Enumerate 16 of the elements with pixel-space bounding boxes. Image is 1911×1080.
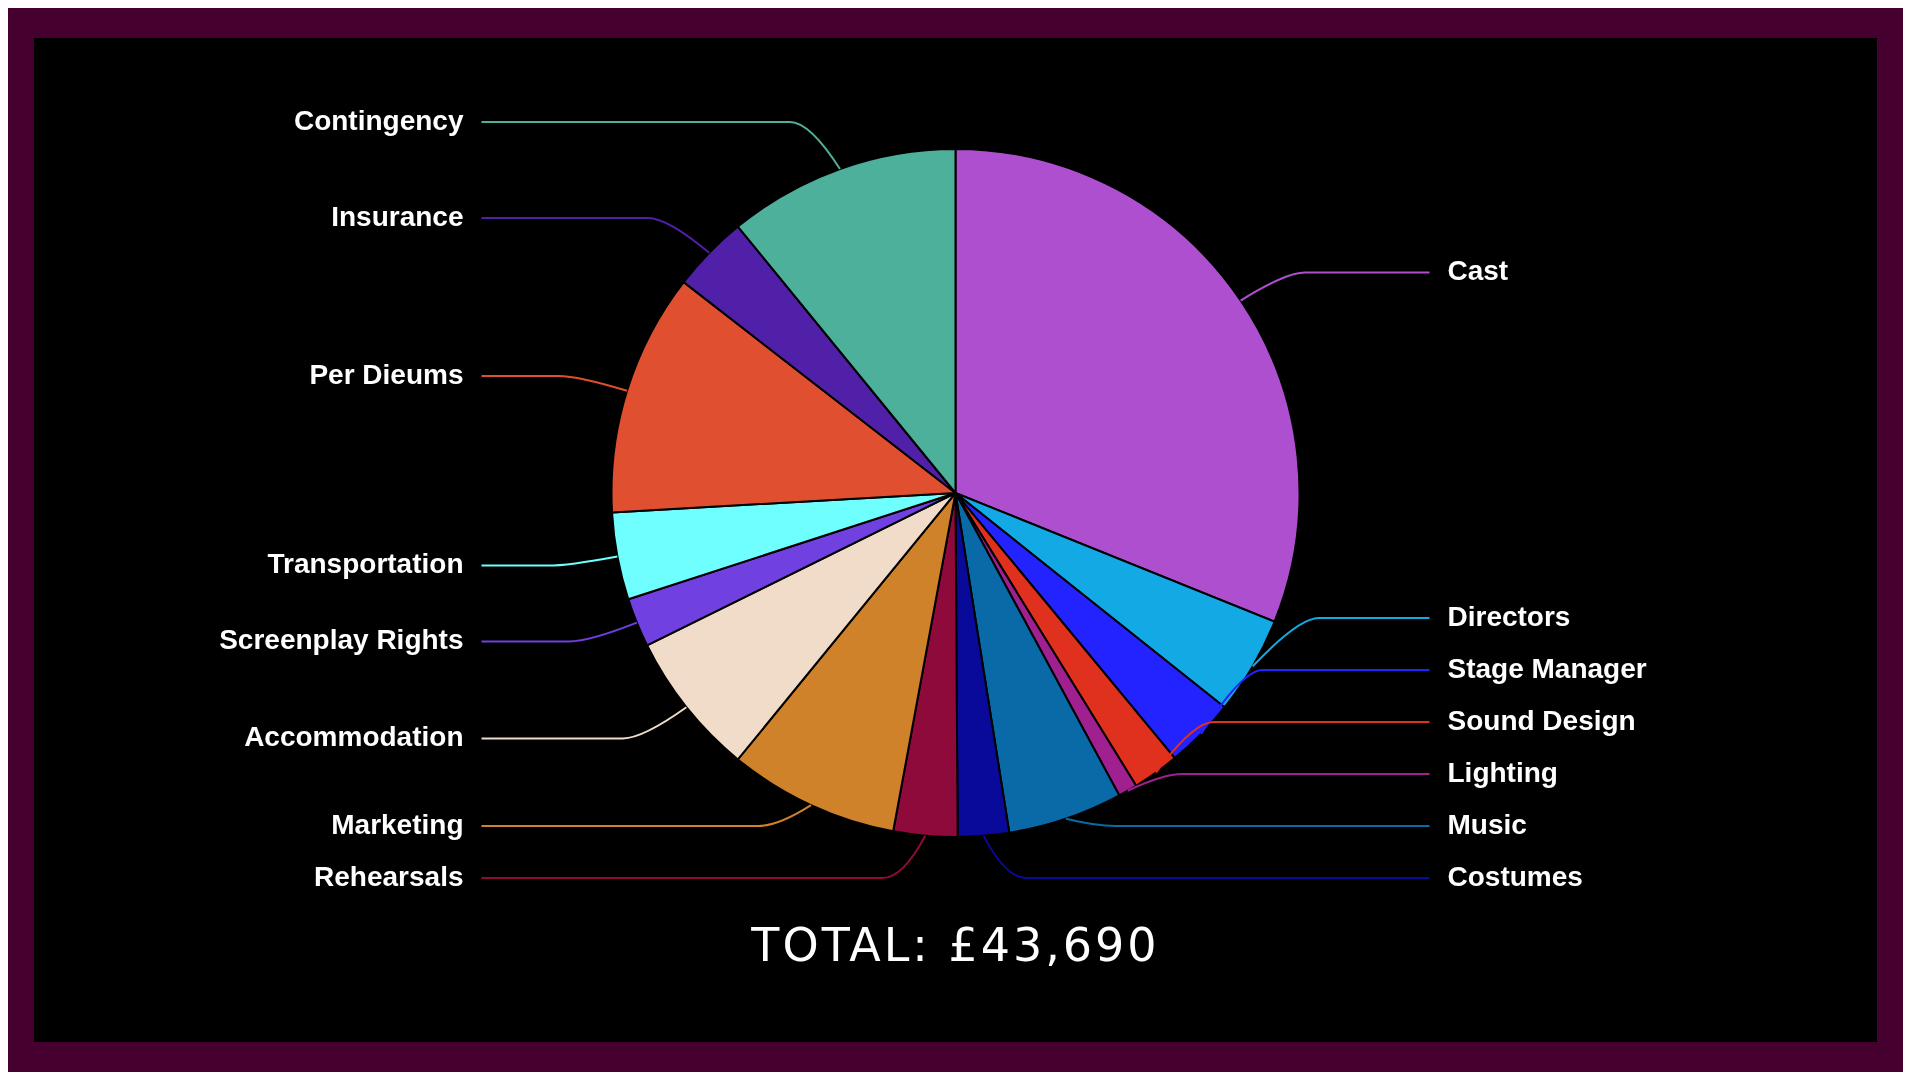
slice-label: Transportation <box>267 548 464 580</box>
slice-label: Accommodation <box>244 721 464 753</box>
slice-label: Insurance <box>331 200 464 232</box>
slice-label: Screenplay Rights <box>219 624 464 656</box>
slice-label: Costumes <box>1447 860 1583 892</box>
slice-label: Music <box>1447 808 1527 840</box>
text: TOTAL: £43,690 <box>751 918 1160 972</box>
slice-label: Rehearsals <box>314 860 464 892</box>
slice-label: Marketing <box>331 808 464 840</box>
slice-label: Lighting <box>1447 756 1558 788</box>
slice-label: Per Dieums <box>309 358 464 390</box>
slice-label: Stage Manager <box>1447 652 1647 684</box>
slice-label: Sound Design <box>1447 704 1636 736</box>
slice-label: Cast <box>1447 255 1509 287</box>
slice-label: Directors <box>1447 600 1571 632</box>
slice-label: Contingency <box>293 104 464 136</box>
